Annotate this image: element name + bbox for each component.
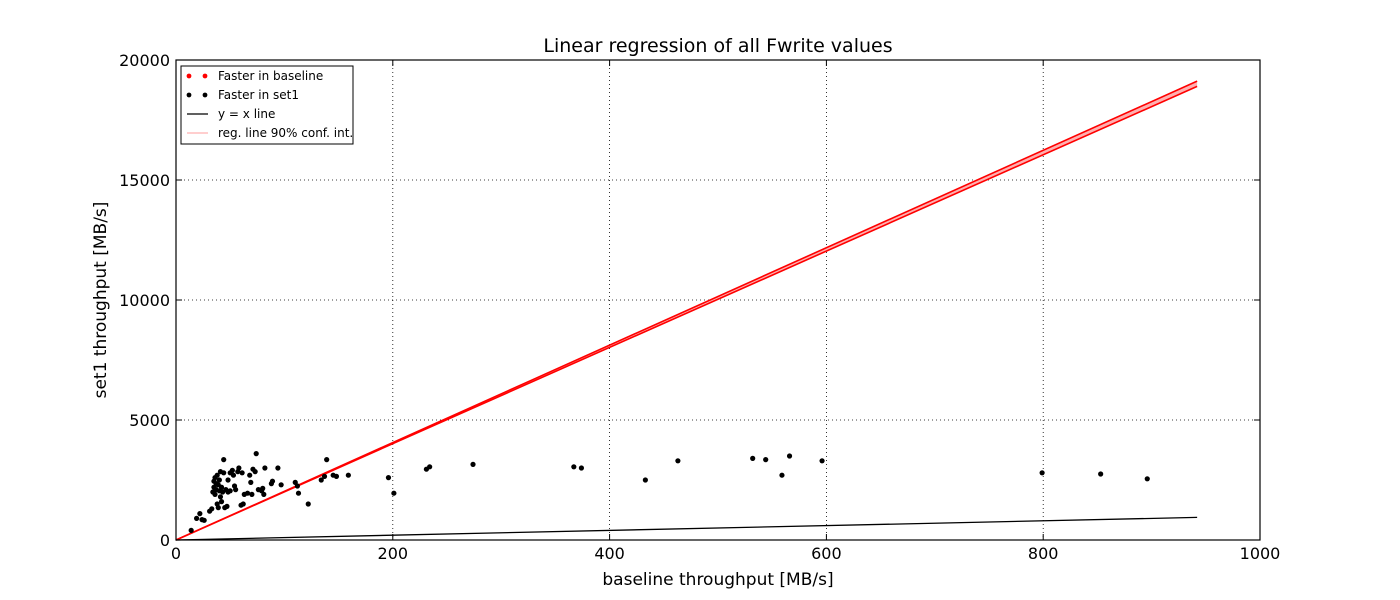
- data-point-set1: [193, 515, 200, 522]
- data-point-set1: [248, 479, 254, 485]
- data-point-set1: [214, 472, 220, 478]
- data-point-set1: [188, 527, 194, 534]
- data-point-set1: [247, 472, 253, 478]
- data-point-set1: [385, 475, 392, 481]
- data-point-set1: [305, 501, 311, 507]
- legend-label: Faster in set1: [218, 88, 299, 102]
- data-point-set1: [221, 457, 227, 463]
- x-tick-label: 1000: [1240, 544, 1281, 563]
- x-tick-label: 800: [1028, 544, 1059, 563]
- data-point-set1: [244, 490, 251, 496]
- x-tick-label: 0: [171, 544, 181, 563]
- chart-title: Linear regression of all Fwrite values: [543, 35, 892, 57]
- data-point-set1: [1039, 470, 1045, 476]
- data-point-set1: [221, 470, 227, 476]
- grid: [176, 60, 1260, 540]
- data-point-set1: [324, 457, 330, 463]
- y-tick-label: 5000: [129, 411, 170, 430]
- x-axis-title: baseline throughput [MB/s]: [602, 570, 833, 590]
- data-point-set1: [427, 464, 433, 470]
- data-point-set1: [262, 465, 268, 471]
- data-point-set1: [391, 490, 397, 496]
- data-point-set1: [216, 477, 222, 483]
- data-point-set1: [261, 491, 267, 497]
- data-point-set1: [578, 465, 585, 471]
- data-point-set1: [470, 461, 476, 467]
- data-point-set1: [197, 510, 203, 517]
- data-point-set1: [1144, 476, 1150, 482]
- data-point-set1: [819, 458, 825, 464]
- data-point-set1: [642, 477, 648, 483]
- data-point-set1: [253, 451, 259, 457]
- data-point-set1: [209, 506, 215, 512]
- data-point-set1: [230, 472, 237, 478]
- data-point-set1: [318, 477, 324, 483]
- data-point-set1: [1098, 471, 1104, 477]
- y-tick-label: 10000: [119, 291, 170, 310]
- data-point-set1: [763, 457, 769, 463]
- legend-box: [180, 65, 354, 145]
- data-point-set1: [225, 477, 231, 483]
- y-axis-title: set1 throughput [MB/s]: [91, 202, 111, 399]
- data-point-set1: [345, 472, 351, 478]
- data-point-set1: [260, 485, 266, 491]
- x-tick-label: 600: [811, 544, 842, 563]
- y-tick-label: 20000: [119, 51, 170, 70]
- data-point-set1: [218, 484, 225, 490]
- data-point-set1: [249, 491, 255, 497]
- x-tick-label: 200: [378, 544, 409, 563]
- legend-label: reg. line 90% conf. int.: [218, 126, 353, 140]
- legend-marker: [186, 73, 192, 79]
- data-point-set1: [750, 455, 756, 461]
- legend-marker: [202, 73, 208, 79]
- y-tick-label: 0: [160, 531, 170, 550]
- data-point-set1: [295, 490, 302, 496]
- data-point-set1: [240, 501, 246, 507]
- legend-label: y = x line: [218, 107, 275, 121]
- regression-upper-line: [175, 80, 1198, 541]
- data-point-set1: [217, 494, 224, 500]
- data-point-set1: [212, 491, 218, 497]
- data-point-set1: [275, 465, 281, 471]
- identity-line: [175, 516, 1198, 541]
- data-point-set1: [786, 453, 793, 459]
- data-point-set1: [333, 473, 340, 479]
- data-point-set1: [224, 503, 230, 509]
- legend-marker: [186, 92, 192, 98]
- data-point-set1: [779, 472, 785, 478]
- data-point-set1: [233, 487, 239, 493]
- data-point-set1: [218, 499, 225, 505]
- data-point-set1: [236, 465, 242, 471]
- data-point-set1: [239, 470, 245, 476]
- data-point-set1: [229, 467, 235, 473]
- data-point-set1: [227, 488, 233, 494]
- data-point-set1: [278, 482, 284, 488]
- legend: Faster in baseline Faster in set1 y = x li…: [180, 65, 354, 145]
- y-tick-label: 15000: [119, 171, 170, 190]
- data-point-set1: [675, 458, 681, 464]
- data-point-set1: [201, 517, 207, 523]
- data-point-set1: [215, 505, 221, 511]
- data-point-set1: [321, 473, 328, 479]
- legend-marker: [202, 92, 208, 98]
- data-point-set1: [269, 478, 276, 484]
- data-point-set1: [252, 469, 258, 475]
- x-tick-label: 400: [594, 544, 625, 563]
- plot-area: [175, 80, 1198, 541]
- legend-label: Faster in baseline: [218, 69, 323, 83]
- data-point-set1: [571, 464, 577, 470]
- regression-lower-line: [175, 85, 1198, 541]
- data-point-set1: [294, 483, 301, 489]
